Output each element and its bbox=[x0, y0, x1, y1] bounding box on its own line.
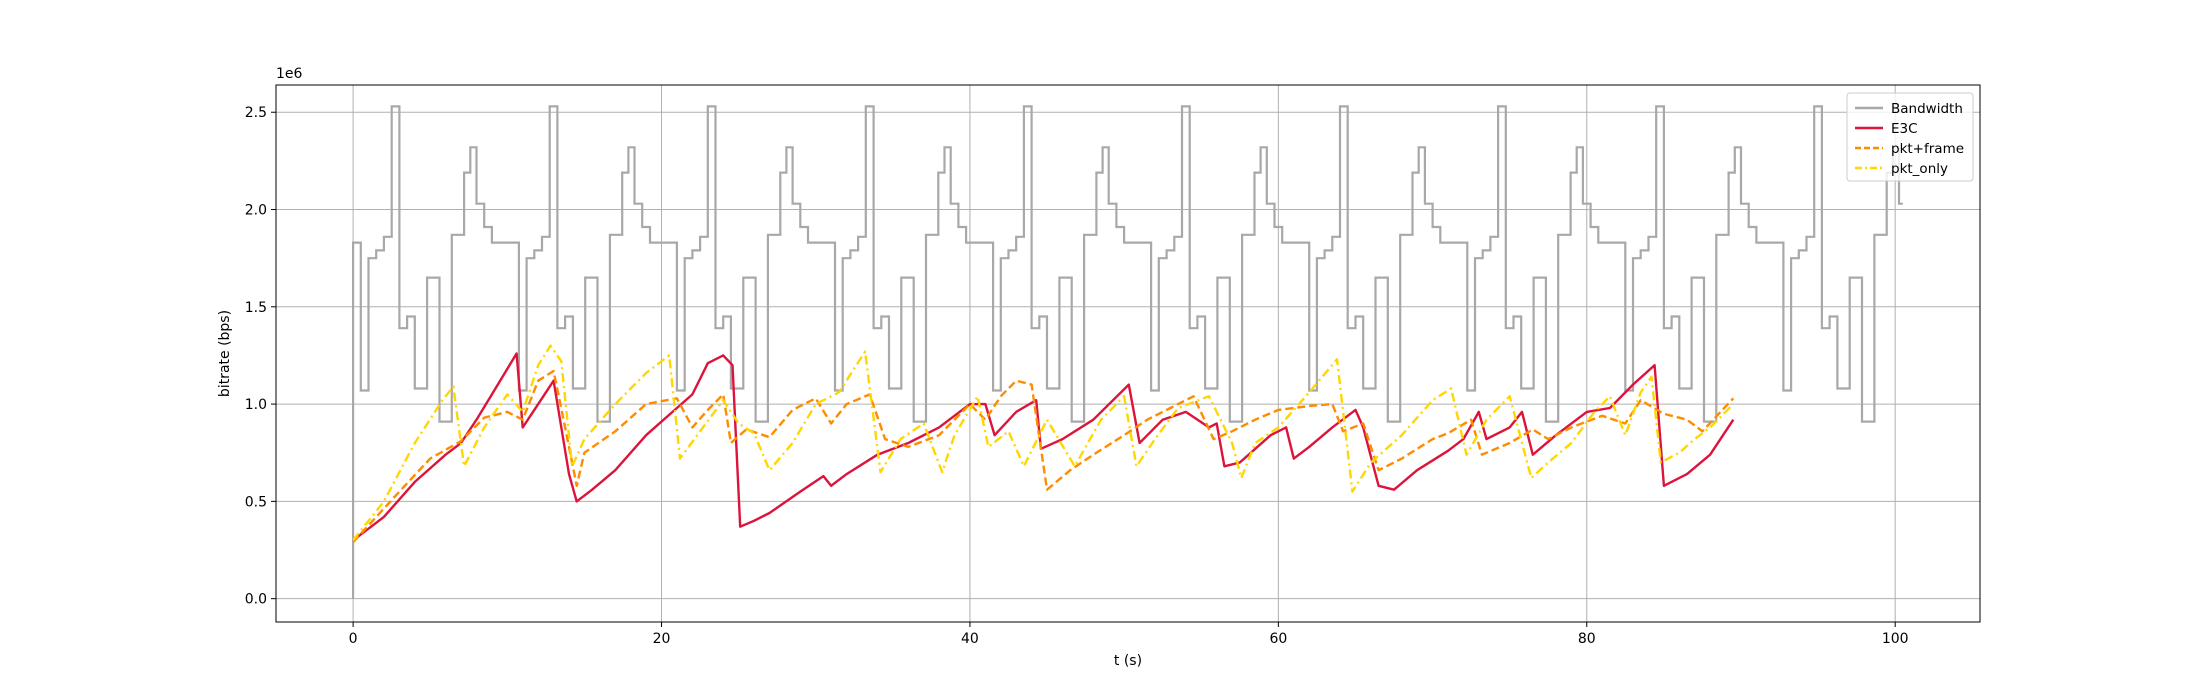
legend-label-e3c: E3C bbox=[1891, 121, 1918, 137]
series-line-pkt-only bbox=[352, 344, 1735, 542]
x-axis-ticks: 0 20 40 60 80 100 bbox=[349, 622, 1909, 647]
y-axis-label: bitrate (bps) bbox=[217, 310, 233, 397]
x-tick-label: 60 bbox=[1269, 631, 1287, 647]
legend-box bbox=[1846, 92, 1974, 182]
plot-frame bbox=[275, 84, 1981, 623]
y-tick-label: 2.5 bbox=[245, 105, 267, 121]
x-axis-label: t (s) bbox=[1114, 653, 1142, 669]
grid bbox=[276, 85, 1980, 622]
y-tick-label: 2.0 bbox=[245, 203, 267, 219]
legend: Bandwidth E3C pkt+frame pkt_only bbox=[1846, 92, 1974, 182]
series-line-e3c bbox=[352, 352, 1735, 542]
y-tick-label: 0.5 bbox=[245, 494, 267, 510]
legend-label-pkt-only: pkt_only bbox=[1891, 161, 1948, 177]
legend-label-pkt-frame: pkt+frame bbox=[1891, 141, 1964, 157]
x-tick-label: 40 bbox=[961, 631, 979, 647]
legend-entries: Bandwidth E3C pkt+frame pkt_only bbox=[1855, 101, 1964, 177]
y-axis-offset-text: 1e6 bbox=[276, 66, 303, 82]
plot-series bbox=[352, 105, 1903, 599]
y-tick-label: 1.0 bbox=[245, 397, 267, 413]
x-tick-label: 80 bbox=[1578, 631, 1596, 647]
x-tick-label: 0 bbox=[349, 631, 358, 647]
x-tick-label: 100 bbox=[1882, 631, 1909, 647]
y-tick-label: 0.0 bbox=[245, 592, 267, 608]
x-tick-label: 20 bbox=[653, 631, 671, 647]
series-line-pkt-frame bbox=[352, 369, 1735, 544]
series-line-bandwidth bbox=[352, 105, 1903, 599]
y-axis-ticks: 0.0 0.5 1.0 1.5 2.0 2.5 bbox=[245, 105, 276, 608]
y-tick-label: 1.5 bbox=[245, 300, 267, 316]
legend-label-bandwidth: Bandwidth bbox=[1891, 101, 1963, 117]
